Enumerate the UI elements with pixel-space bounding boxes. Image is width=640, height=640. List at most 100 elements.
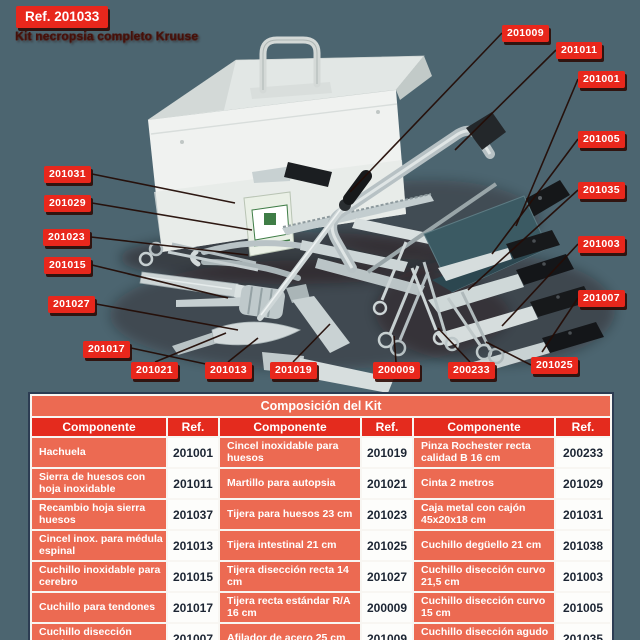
component-cell: Cuchillo disección curvo 15 cm [414,593,554,622]
leader-line-201015 [91,264,229,299]
ref-cell: 201037 [168,500,218,529]
column-header-4: Componente [414,418,554,436]
ref-cell: 201029 [556,469,611,498]
leader-line-201025 [485,341,532,366]
column-header-2: Componente [220,418,360,436]
part-label-201035: 201035 [578,182,625,199]
table-row: Cincel inox. para médula espinal 201013 Ti… [32,531,611,560]
ref-cell: 200009 [362,593,412,622]
tool-curved-knife [172,321,302,355]
tool-bone-saw [327,112,506,274]
leader-line-201027 [95,303,239,331]
component-cell: Afilador de acero 25 cm [220,624,360,640]
table-row: Cuchillo para tendones 201017 Tijera recta… [32,593,611,622]
component-cell: Cuchillo inoxidable para cerebro [32,562,166,591]
leader-line-201031 [91,173,236,204]
component-cell: Tijera recta estándar R/A 16 cm [220,593,360,622]
tool-chisel [286,284,350,353]
ref-cell: 201015 [168,562,218,591]
leader-line-201011 [454,49,557,151]
part-label-201023: 201023 [43,229,90,246]
composition-table: Composición del Kit Componente Ref. Compone… [28,392,615,640]
ref-cell: 201017 [168,593,218,622]
part-label-201015: 201015 [44,257,91,274]
component-cell: Cuchillo disección curvo 21,5 cm [414,562,554,591]
table-row: Cuchillo disección agudo 15 cm201007Afil… [32,624,611,640]
part-label-201021: 201021 [131,362,178,379]
table-row: Recambio hoja sierra huesos 201037 Tijera … [32,500,611,529]
ref-cell: 201027 [362,562,412,591]
part-label-201027: 201027 [48,296,95,313]
column-header-5: Ref. [556,418,611,436]
leader-line-201005 [491,138,579,255]
part-label-200009: 200009 [373,362,420,379]
component-cell: Sierra de huesos con hoja inoxidable [32,469,166,498]
table-row: Hachuela 201001 Cincel inoxidable para hue… [32,438,611,467]
ref-cell: 201009 [362,624,412,640]
column-header-3: Ref. [362,418,412,436]
ref-cell: 201021 [362,469,412,498]
component-cell: Cuchillo degüello 21 cm [414,531,554,560]
component-cell: Cincel inox. para médula espinal [32,531,166,560]
component-cell: Hachuela [32,438,166,467]
leader-line-201029 [91,202,253,231]
part-label-201009: 201009 [502,25,549,42]
ref-cell: 201001 [168,438,218,467]
leader-line-201001 [515,78,579,227]
kit-photo-illustration [90,32,615,392]
table-row: Sierra de huesos con hoja inoxidable 2010… [32,469,611,498]
leader-lines [90,32,579,367]
component-cell: Martillo para autopsia [220,469,360,498]
column-header-1: Ref. [168,418,218,436]
ref-cell: 201003 [556,562,611,591]
part-label-200233: 200233 [448,362,495,379]
table-title: Composición del Kit [32,396,611,416]
leader-line-201013 [227,337,259,363]
leader-line-200009 [393,335,397,363]
part-label-201025: 201025 [531,357,578,374]
ref-cell: 201023 [362,500,412,529]
part-label-201029: 201029 [44,195,91,212]
component-cell: Tijera disección recta 14 cm [220,562,360,591]
ref-cell: 201005 [556,593,611,622]
component-cell: Pinza Rochester recta calidad B 16 cm [414,438,554,467]
component-cell: Tijera intestinal 21 cm [220,531,360,560]
table-row: Cuchillo inoxidable para cerebro 201015 Ti… [32,562,611,591]
leader-line-201023 [90,236,249,256]
part-label-201007: 201007 [578,290,625,307]
component-cell: Cuchillo para tendones [32,593,166,622]
leader-line-201003 [501,243,579,327]
component-cell: Recambio hoja sierra huesos [32,500,166,529]
leader-line-201007 [541,297,579,353]
part-label-201017: 201017 [83,341,130,358]
leader-line-201017 [130,347,216,367]
leader-line-201035 [467,189,579,291]
part-label-201003: 201003 [578,236,625,253]
ref-cell: 201013 [168,531,218,560]
ref-cell: 201035 [556,624,611,640]
ref-cell: 201031 [556,500,611,529]
tool-saw-blade [282,193,434,235]
part-label-201005: 201005 [578,131,625,148]
leader-line-201021 [154,332,227,363]
part-label-201019: 201019 [270,362,317,379]
part-label-201031: 201031 [44,166,91,183]
component-cell: Cinta 2 metros [414,469,554,498]
component-cell: Tijera para huesos 23 cm [220,500,360,529]
tool-mallet [176,284,285,320]
component-cell: Cuchillo disección agudo 15 cm [32,624,166,640]
ref-cell: 201011 [168,469,218,498]
leader-line-200233 [437,327,471,363]
ref-cell: 201038 [556,531,611,560]
tool-small-knife [252,162,332,187]
component-cell: Cuchillo disección agudo 21 cm [414,624,554,640]
tool-sharpening-steel [257,170,372,321]
ref-cell: 201019 [362,438,412,467]
leader-line-201009 [349,32,503,193]
part-label-201013: 201013 [205,362,252,379]
kit-subtitle: Kit necropsia completo Kruuse [15,29,199,43]
part-label-201001: 201001 [578,71,625,88]
ref-badge: Ref. 201033 [16,6,109,28]
ref-cell: 201025 [362,531,412,560]
